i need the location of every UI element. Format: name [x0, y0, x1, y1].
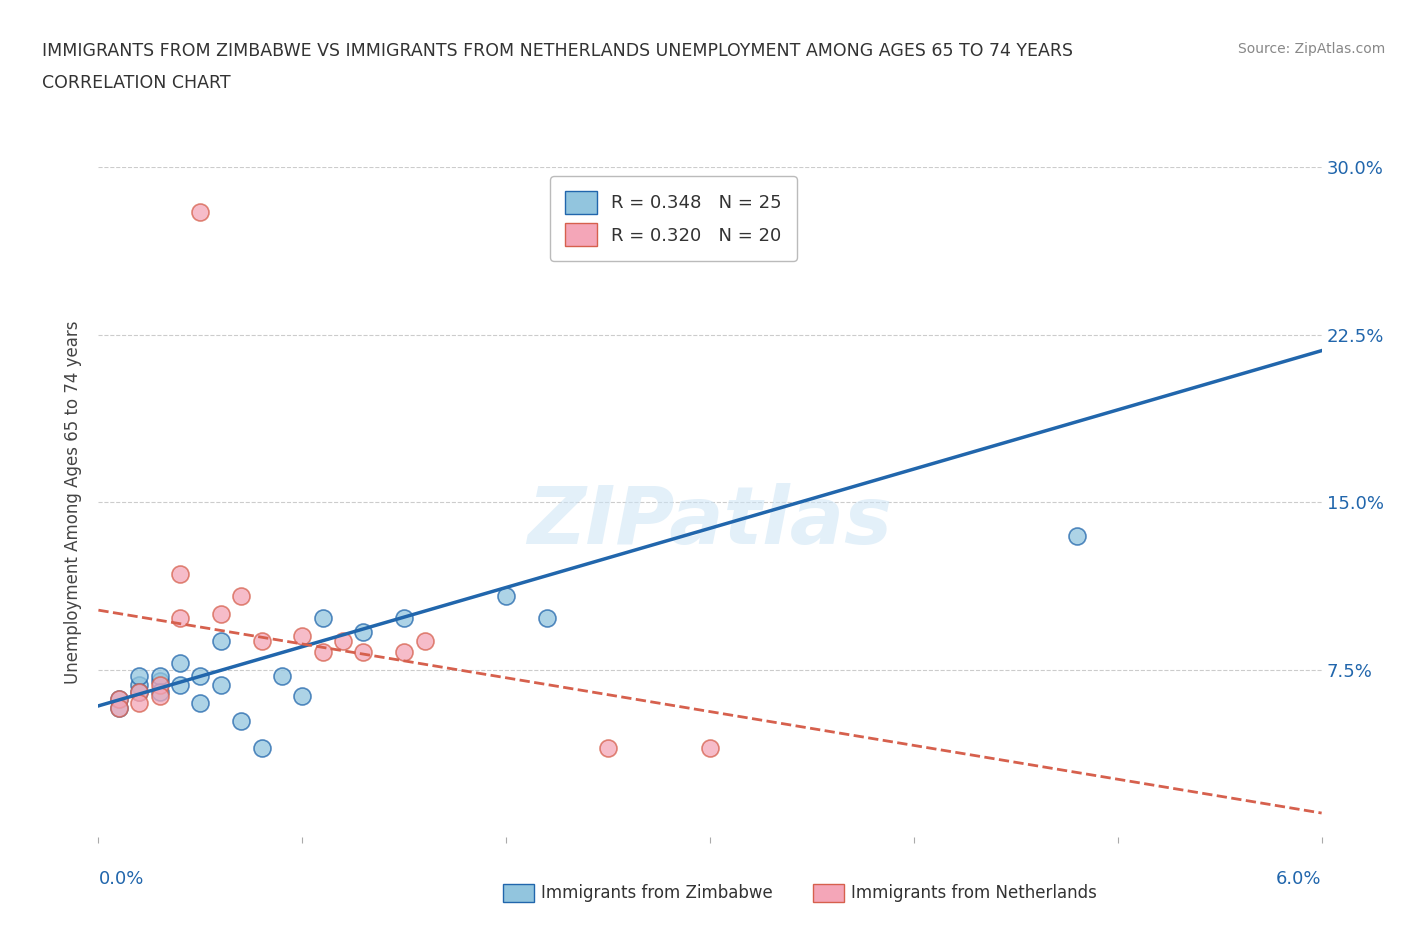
- Legend: R = 0.348   N = 25, R = 0.320   N = 20: R = 0.348 N = 25, R = 0.320 N = 20: [550, 177, 797, 260]
- Point: [392, 611, 416, 626]
- Text: 6.0%: 6.0%: [1277, 870, 1322, 887]
- Point: [128, 684, 150, 699]
- Point: [149, 673, 172, 688]
- Text: CORRELATION CHART: CORRELATION CHART: [42, 74, 231, 92]
- Point: [270, 669, 292, 684]
- Point: [250, 740, 273, 755]
- Point: [209, 633, 232, 648]
- Point: [169, 611, 191, 626]
- Text: 0.0%: 0.0%: [98, 870, 143, 887]
- Point: [332, 633, 354, 648]
- Point: [108, 700, 131, 715]
- Point: [699, 740, 721, 755]
- Point: [169, 678, 191, 693]
- Point: [291, 689, 314, 704]
- Point: [128, 696, 150, 711]
- Point: [352, 644, 374, 659]
- Point: [188, 205, 212, 219]
- Y-axis label: Unemployment Among Ages 65 to 74 years: Unemployment Among Ages 65 to 74 years: [65, 321, 83, 684]
- Point: [149, 669, 172, 684]
- Point: [128, 684, 150, 699]
- Point: [209, 606, 232, 621]
- Point: [108, 700, 131, 715]
- Point: [169, 656, 191, 671]
- Text: IMMIGRANTS FROM ZIMBABWE VS IMMIGRANTS FROM NETHERLANDS UNEMPLOYMENT AMONG AGES : IMMIGRANTS FROM ZIMBABWE VS IMMIGRANTS F…: [42, 42, 1073, 60]
- Point: [250, 633, 273, 648]
- Point: [128, 669, 150, 684]
- Point: [1066, 528, 1088, 543]
- Text: Immigrants from Zimbabwe: Immigrants from Zimbabwe: [541, 884, 773, 902]
- Text: Immigrants from Netherlands: Immigrants from Netherlands: [851, 884, 1097, 902]
- Point: [495, 589, 517, 604]
- Point: [392, 644, 416, 659]
- Point: [352, 624, 374, 639]
- Point: [169, 566, 191, 581]
- Point: [149, 684, 172, 699]
- Point: [311, 644, 335, 659]
- Text: Source: ZipAtlas.com: Source: ZipAtlas.com: [1237, 42, 1385, 56]
- Point: [188, 696, 212, 711]
- Point: [231, 589, 253, 604]
- Point: [188, 669, 212, 684]
- Point: [231, 713, 253, 728]
- Point: [291, 629, 314, 644]
- Point: [536, 611, 558, 626]
- Point: [598, 227, 620, 242]
- Point: [311, 611, 335, 626]
- Point: [108, 691, 131, 706]
- Point: [598, 740, 620, 755]
- Point: [108, 691, 131, 706]
- Point: [149, 678, 172, 693]
- Text: ZIPatlas: ZIPatlas: [527, 484, 893, 562]
- Point: [128, 678, 150, 693]
- Point: [413, 633, 436, 648]
- Point: [149, 689, 172, 704]
- Point: [209, 678, 232, 693]
